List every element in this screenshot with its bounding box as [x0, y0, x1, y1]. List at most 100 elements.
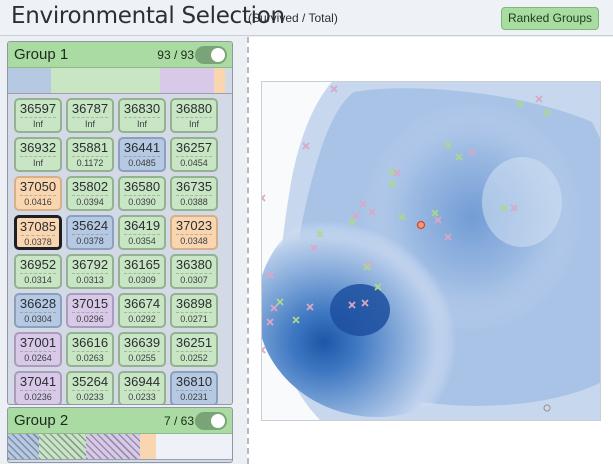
solution-tile[interactable]: 36932 Inf — [14, 137, 62, 172]
objective-space-plot[interactable] — [261, 81, 601, 421]
solution-points — [262, 85, 551, 412]
tile-value: 0.0388 — [176, 195, 212, 208]
solution-tile[interactable]: 36880 Inf — [170, 98, 218, 133]
solution-point-marker — [352, 212, 360, 220]
solution-tile[interactable]: 37050 0.0416 — [14, 176, 62, 211]
tile-id: 36674 — [123, 296, 161, 311]
tile-id: 36165 — [123, 257, 161, 272]
solution-point-marker — [306, 303, 314, 311]
solution-tile[interactable]: 36580 0.0390 — [118, 176, 166, 211]
tile-value: 0.0263 — [72, 351, 108, 364]
tile-value: 0.0416 — [20, 195, 56, 208]
density-light-spot — [482, 157, 562, 247]
solution-tile[interactable]: 36952 0.0314 — [14, 254, 62, 289]
tile-id: 37001 — [19, 335, 57, 350]
tile-value: 0.0304 — [20, 312, 56, 325]
tile-value: 0.0454 — [176, 156, 212, 169]
tile-id: 36639 — [123, 335, 161, 350]
ranked-groups-button[interactable]: Ranked Groups — [500, 7, 599, 30]
solution-tile[interactable]: 36735 0.0388 — [170, 176, 218, 211]
group-header[interactable]: Group 2 7 / 63 — [8, 408, 232, 434]
tile-value: Inf — [72, 117, 108, 130]
solution-point-marker — [262, 348, 266, 354]
tile-id: 36898 — [175, 296, 213, 311]
tile-id: 36419 — [123, 218, 161, 233]
tile-value: 0.0264 — [20, 351, 56, 364]
solution-tile[interactable]: 37041 0.0236 — [14, 371, 62, 404]
solution-point-marker — [393, 169, 401, 177]
solution-tile[interactable]: 36597 Inf — [14, 98, 62, 133]
solution-tile[interactable]: 36674 0.0292 — [118, 293, 166, 328]
solution-tile[interactable]: 35881 0.1172 — [66, 137, 114, 172]
solution-tile[interactable]: 35624 0.0378 — [66, 215, 114, 250]
solution-tile[interactable]: 36944 0.0233 — [118, 371, 166, 404]
solution-point-marker — [348, 218, 356, 226]
bar-segment-purple — [86, 434, 141, 459]
solution-tile[interactable]: 36639 0.0255 — [118, 332, 166, 367]
selected-point-marker — [416, 220, 426, 230]
tile-value: 0.1172 — [72, 156, 108, 169]
solution-tile[interactable]: 36419 0.0354 — [118, 215, 166, 250]
group-composition-bar — [8, 434, 232, 460]
tile-id: 37023 — [175, 218, 213, 233]
group-header[interactable]: Group 1 93 / 93 — [8, 42, 232, 68]
solution-tile[interactable]: 36165 0.0309 — [118, 254, 166, 289]
tile-value: Inf — [124, 117, 160, 130]
solution-tile[interactable]: 37085 0.0378 — [14, 215, 62, 250]
tile-value: 0.0296 — [72, 312, 108, 325]
solution-point-marker — [444, 141, 452, 149]
group-toggle[interactable] — [195, 46, 227, 64]
solution-point-marker — [276, 298, 284, 306]
solution-point-marker — [455, 153, 463, 161]
solution-tile[interactable]: 35802 0.0394 — [66, 176, 114, 211]
solution-point-marker — [262, 346, 266, 352]
solution-tile[interactable]: 36792 0.0313 — [66, 254, 114, 289]
bar-segment-green — [39, 434, 87, 459]
tile-id: 36810 — [175, 374, 213, 389]
group-composition-bar — [8, 68, 232, 94]
solution-point-marker — [368, 208, 376, 216]
solution-tile[interactable]: 36830 Inf — [118, 98, 166, 133]
solution-point-marker — [374, 283, 382, 291]
tile-value: 0.0354 — [124, 234, 160, 247]
solution-tile[interactable]: 37001 0.0264 — [14, 332, 62, 367]
page-title: Environmental Selection — [11, 3, 285, 29]
header: Environmental Selection (Survived / Tota… — [0, 0, 613, 36]
solution-tile[interactable]: 36898 0.0271 — [170, 293, 218, 328]
solution-tile[interactable]: 36628 0.0304 — [14, 293, 62, 328]
solution-point-marker — [516, 100, 524, 108]
solution-tile[interactable]: 36787 Inf — [66, 98, 114, 133]
group-card-2: Group 2 7 / 63 — [7, 407, 233, 463]
tile-value: 0.0271 — [176, 312, 212, 325]
solution-point-marker — [270, 304, 278, 312]
solution-point-marker — [431, 209, 439, 217]
solution-tile[interactable]: 36257 0.0454 — [170, 137, 218, 172]
tile-value: 0.0233 — [124, 390, 160, 403]
tile-id: 36616 — [71, 335, 109, 350]
solution-tile[interactable]: 36810 0.0231 — [170, 371, 218, 404]
solution-tile[interactable]: 35264 0.0233 — [66, 371, 114, 404]
tile-value: 0.0378 — [72, 234, 108, 247]
group-toggle[interactable] — [195, 412, 227, 430]
bar-segment-green — [50, 68, 161, 93]
solution-tile[interactable]: 36251 0.0252 — [170, 332, 218, 367]
solution-tile[interactable]: 36380 0.0307 — [170, 254, 218, 289]
tile-value: 0.0292 — [124, 312, 160, 325]
tile-id: 36932 — [19, 140, 57, 155]
group-name: Group 1 — [14, 46, 69, 63]
tile-id: 36257 — [175, 140, 213, 155]
solution-point-marker — [302, 142, 310, 150]
solution-tile[interactable]: 36441 0.0485 — [118, 137, 166, 172]
tile-value: 0.0390 — [124, 195, 160, 208]
tile-id: 36944 — [123, 374, 161, 389]
groups-panel[interactable]: Group 1 93 / 93 36597 Inf 36787 Inf 36830 Inf… — [0, 37, 247, 464]
tile-id: 35881 — [71, 140, 109, 155]
tile-value: 0.0313 — [72, 273, 108, 286]
tile-value: 0.0236 — [20, 390, 56, 403]
solution-tile[interactable]: 37023 0.0348 — [170, 215, 218, 250]
solution-tile[interactable]: 36616 0.0263 — [66, 332, 114, 367]
tile-id: 35264 — [71, 374, 109, 389]
tile-value: 0.0252 — [176, 351, 212, 364]
solution-tile[interactable]: 37015 0.0296 — [66, 293, 114, 328]
